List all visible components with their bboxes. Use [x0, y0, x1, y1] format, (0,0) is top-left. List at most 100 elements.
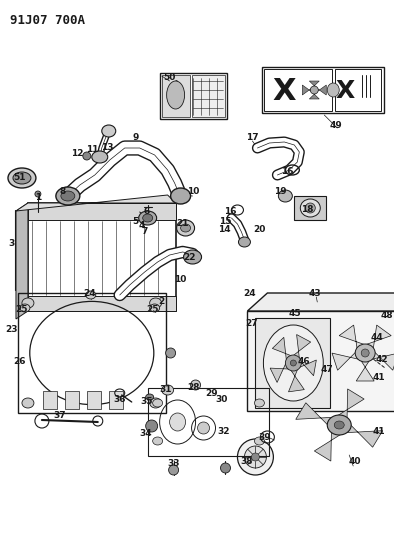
- Text: 51: 51: [14, 173, 26, 182]
- Ellipse shape: [171, 188, 190, 204]
- Ellipse shape: [139, 211, 157, 225]
- Ellipse shape: [169, 465, 179, 475]
- Polygon shape: [247, 293, 395, 311]
- Ellipse shape: [102, 125, 116, 137]
- Ellipse shape: [334, 421, 344, 429]
- Text: 8: 8: [60, 187, 66, 196]
- Text: 25: 25: [16, 304, 28, 313]
- Text: 43: 43: [309, 288, 322, 297]
- Ellipse shape: [220, 463, 230, 473]
- Ellipse shape: [143, 214, 152, 222]
- Text: 6: 6: [143, 207, 150, 216]
- Polygon shape: [16, 203, 28, 319]
- Text: 2: 2: [158, 296, 165, 305]
- Text: 1: 1: [35, 193, 41, 203]
- Bar: [162, 75, 190, 117]
- Text: 41: 41: [373, 373, 386, 382]
- Polygon shape: [365, 325, 391, 351]
- Text: 30: 30: [215, 394, 228, 403]
- Ellipse shape: [290, 360, 296, 366]
- Polygon shape: [314, 430, 342, 461]
- Text: 38: 38: [240, 456, 253, 465]
- Text: 18: 18: [301, 205, 314, 214]
- Ellipse shape: [92, 151, 108, 163]
- Ellipse shape: [146, 394, 154, 400]
- Ellipse shape: [252, 453, 260, 461]
- Ellipse shape: [35, 191, 41, 197]
- Ellipse shape: [198, 422, 209, 434]
- Polygon shape: [298, 360, 316, 376]
- Ellipse shape: [254, 399, 264, 407]
- Text: 33: 33: [167, 458, 180, 467]
- Ellipse shape: [327, 415, 351, 435]
- Ellipse shape: [150, 298, 162, 308]
- Text: 5: 5: [133, 216, 139, 225]
- Text: 48: 48: [381, 311, 393, 319]
- Ellipse shape: [56, 187, 80, 205]
- Ellipse shape: [22, 398, 34, 408]
- Ellipse shape: [20, 304, 30, 312]
- Ellipse shape: [263, 325, 323, 401]
- Text: 42: 42: [376, 356, 388, 365]
- Ellipse shape: [237, 439, 273, 475]
- Polygon shape: [293, 335, 311, 360]
- Polygon shape: [302, 85, 312, 95]
- Text: 10: 10: [175, 276, 187, 285]
- Ellipse shape: [361, 349, 369, 357]
- Text: 41: 41: [373, 427, 386, 437]
- Ellipse shape: [278, 190, 292, 202]
- Bar: [148, 388, 269, 456]
- Text: 3: 3: [9, 238, 15, 247]
- Bar: [28, 203, 176, 311]
- Ellipse shape: [83, 152, 91, 160]
- Ellipse shape: [239, 237, 250, 247]
- Ellipse shape: [184, 250, 201, 264]
- Text: 17: 17: [246, 133, 259, 142]
- Bar: [28, 203, 176, 220]
- Text: 4: 4: [139, 222, 145, 230]
- Polygon shape: [339, 325, 366, 351]
- Text: 14: 14: [218, 224, 231, 233]
- Polygon shape: [356, 359, 374, 381]
- Text: 34: 34: [139, 429, 152, 438]
- Bar: [109, 391, 123, 409]
- Ellipse shape: [254, 437, 264, 445]
- Ellipse shape: [86, 291, 96, 299]
- Text: 10: 10: [187, 188, 200, 197]
- Ellipse shape: [181, 224, 190, 232]
- Text: 25: 25: [147, 304, 159, 313]
- Bar: [264, 69, 332, 111]
- Polygon shape: [296, 403, 335, 428]
- Text: 16: 16: [224, 206, 237, 215]
- Text: 31: 31: [159, 384, 172, 393]
- Polygon shape: [270, 362, 290, 383]
- Polygon shape: [309, 81, 319, 88]
- Bar: [160, 73, 228, 119]
- Ellipse shape: [167, 81, 184, 109]
- Text: 32: 32: [217, 427, 230, 437]
- Text: 36: 36: [113, 395, 126, 405]
- Text: 44: 44: [371, 333, 384, 342]
- Ellipse shape: [150, 398, 162, 408]
- Bar: [256, 318, 330, 408]
- Bar: [192, 75, 226, 117]
- Bar: [18, 293, 166, 413]
- Ellipse shape: [327, 83, 339, 97]
- Text: 28: 28: [187, 383, 200, 392]
- Ellipse shape: [190, 380, 201, 390]
- Polygon shape: [309, 92, 319, 99]
- Ellipse shape: [61, 191, 75, 201]
- Text: 21: 21: [176, 219, 189, 228]
- Polygon shape: [369, 350, 395, 370]
- Text: 23: 23: [6, 325, 18, 334]
- Text: 22: 22: [183, 254, 196, 262]
- Bar: [294, 196, 326, 220]
- Polygon shape: [16, 195, 176, 211]
- Ellipse shape: [355, 344, 375, 362]
- Text: 45: 45: [289, 310, 302, 319]
- Bar: [43, 391, 57, 409]
- Text: 15: 15: [219, 216, 232, 225]
- Ellipse shape: [13, 172, 31, 184]
- Ellipse shape: [146, 420, 158, 432]
- Text: 91J07 700A: 91J07 700A: [10, 14, 85, 27]
